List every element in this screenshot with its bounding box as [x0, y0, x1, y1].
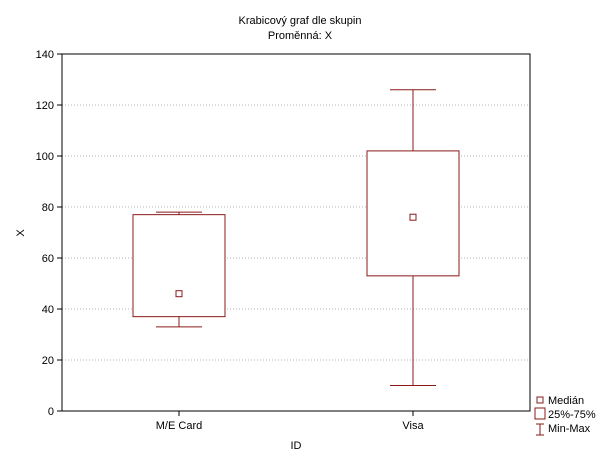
axes: 0 20 40 60 80 100 120 140 M/E Card Visa [36, 49, 425, 432]
iqr-box [132, 214, 226, 318]
legend: Medián 25%-75% Min-Max [534, 395, 596, 436]
median-marker [409, 213, 417, 221]
legend-median-swatch [536, 396, 544, 404]
chart-title: Krabicový graf dle skupin [239, 15, 362, 27]
grid-lines [62, 104, 530, 361]
box-group [132, 211, 226, 328]
y-tick-label: 40 [42, 304, 54, 316]
x-axis-label: ID [291, 440, 302, 452]
x-tick-label: M/E Card [156, 420, 202, 432]
iqr-box [366, 150, 460, 277]
boxes [132, 89, 460, 386]
y-axis-label: X [15, 229, 27, 237]
plot-area-frame [61, 53, 531, 412]
y-tick-label: 120 [36, 100, 54, 112]
chart-subtitle: Proměnná: X [268, 30, 333, 42]
legend-range-label: Min-Max [548, 423, 591, 435]
x-tick-label: Visa [402, 420, 424, 432]
y-tick-label: 100 [36, 151, 54, 163]
legend-median-label: Medián [548, 395, 584, 407]
box-group [366, 89, 460, 386]
y-tick-label: 140 [36, 49, 54, 61]
median-marker [175, 290, 183, 298]
legend-box-swatch [534, 407, 546, 420]
y-tick-label: 60 [42, 253, 54, 265]
y-tick-label: 0 [48, 406, 54, 418]
y-tick-label: 20 [42, 355, 54, 367]
y-tick-label: 80 [42, 202, 54, 214]
legend-box-label: 25%-75% [548, 409, 596, 421]
